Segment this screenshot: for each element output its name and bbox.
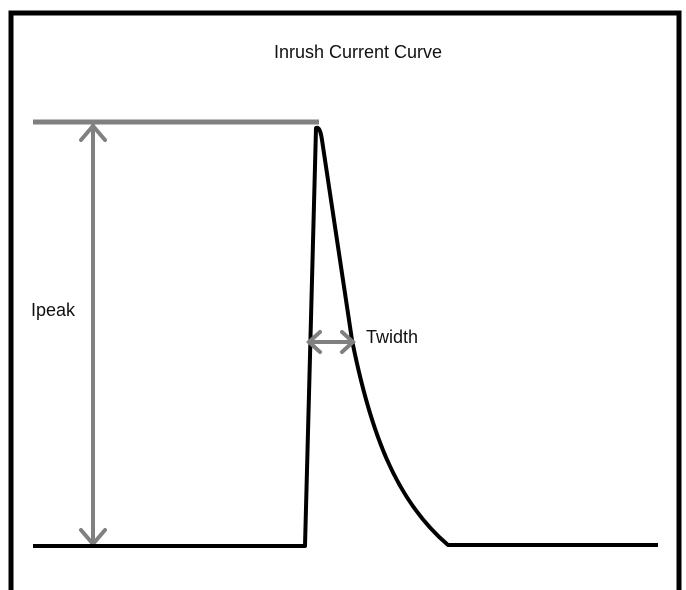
diagram-title: Inrush Current Curve — [274, 42, 442, 62]
current-curve — [33, 125, 658, 548]
peak-label: Ipeak — [31, 300, 76, 320]
frame — [8, 10, 682, 590]
width-arrow — [306, 330, 356, 354]
width-label: Twidth — [366, 327, 418, 347]
